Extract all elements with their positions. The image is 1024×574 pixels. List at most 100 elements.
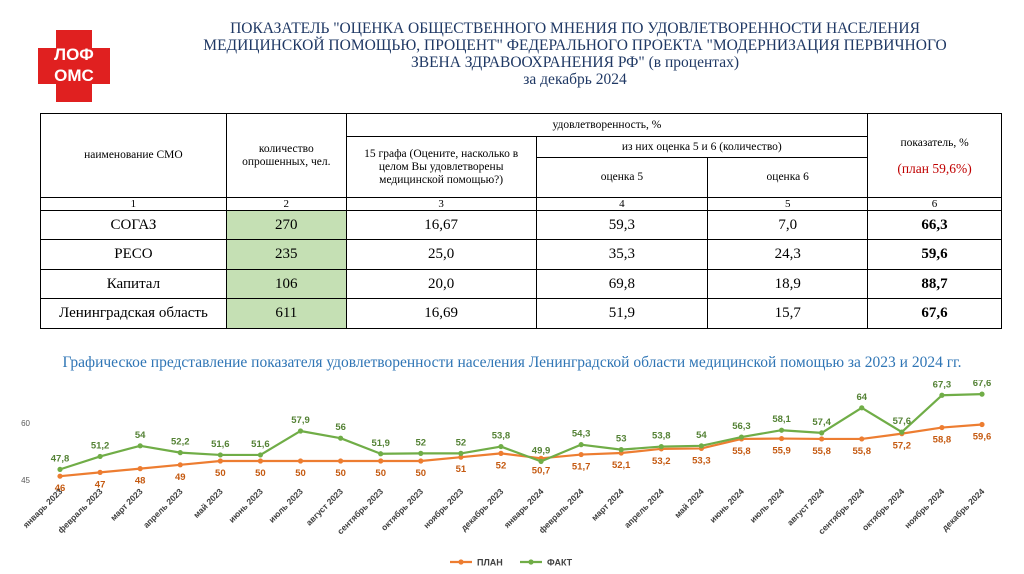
x-tick-label: январь 2023 [21, 486, 65, 530]
x-tick-label: август 2024 [785, 486, 826, 527]
data-label: 54 [696, 430, 707, 441]
data-label: 57,4 [812, 417, 831, 428]
x-tick-label: апрель 2023 [141, 486, 185, 530]
data-label: 53,8 [652, 431, 671, 442]
data-label: 50,7 [532, 465, 551, 476]
data-point [378, 458, 384, 464]
x-tick-label: декабрь 2024 [940, 486, 987, 533]
data-label: 46 [55, 483, 66, 494]
x-tick-label: июнь 2024 [708, 486, 746, 524]
x-tick-label: октябрь 2023 [379, 486, 426, 533]
data-point [899, 429, 905, 435]
data-label: 51,7 [572, 462, 591, 473]
data-label: 53,3 [692, 455, 711, 466]
series-line-fact [59, 393, 983, 471]
data-point [297, 458, 304, 464]
data-label: 52,2 [171, 437, 190, 448]
data-label: 52,1 [612, 460, 631, 471]
title-line-3: ЗВЕНА ЗДРАВООХРАНЕНИЯ РФ" (в процентах) [410, 54, 740, 71]
data-point [778, 427, 785, 433]
table-row: СОГАЗ 270 16,67 59,3 7,0 66,3 [40, 209, 1002, 241]
data-label: 51,9 [371, 438, 390, 449]
table-row: РЕСО 235 25,0 35,3 24,3 59,6 [40, 239, 1002, 270]
data-label: 59,6 [973, 432, 992, 443]
data-label: 54 [135, 430, 146, 441]
cell-count: 611 [225, 298, 347, 329]
data-label: 54,3 [572, 429, 591, 440]
data-point [418, 450, 424, 456]
data-point [57, 466, 63, 472]
column-number: 5 [707, 197, 869, 211]
cell-count: 106 [225, 268, 347, 300]
data-label: 57,2 [893, 441, 912, 452]
data-label: 56 [335, 422, 346, 433]
data-point [177, 462, 183, 468]
data-label: 58,8 [933, 435, 952, 446]
data-point [578, 451, 584, 458]
data-point [498, 450, 504, 456]
data-point [859, 405, 865, 411]
cell-col5: 18,9 [707, 268, 869, 300]
cell-count: 235 [225, 239, 347, 270]
x-tick-label: март 2024 [589, 486, 626, 523]
header-sub56: из них оценка 5 и 6 (количество) [535, 136, 869, 159]
x-tick-label: май 2024 [672, 486, 706, 520]
data-label: 48 [135, 476, 146, 487]
data-point [498, 443, 504, 450]
data-label: 55,9 [772, 446, 791, 457]
data-label: 51,6 [251, 439, 270, 450]
data-point [819, 430, 825, 436]
table-row: Капитал 106 20,0 69,8 18,9 88,7 [40, 268, 1002, 300]
table-row: Ленинградская область 611 16,69 51,9 15,… [40, 298, 1002, 329]
x-tick-label: август 2023 [304, 486, 345, 527]
data-label: 55,8 [812, 446, 831, 457]
data-label: 51,6 [211, 439, 230, 450]
data-point [658, 443, 664, 450]
data-point [578, 442, 584, 448]
data-label: 52 [496, 460, 507, 471]
data-point [939, 392, 945, 398]
cell-col5: 24,3 [707, 239, 869, 270]
data-label: 50 [415, 468, 426, 479]
data-label: 58,1 [772, 414, 791, 425]
data-label: 52 [456, 437, 467, 448]
data-label: 52 [415, 437, 426, 448]
cell-col6: 88,7 [867, 268, 1002, 300]
header-count: количество опрошенных, чел. [225, 112, 347, 199]
column-numbers-row: 1 2 3 4 5 6 [40, 197, 1002, 211]
data-label: 50 [375, 468, 386, 479]
data-point [257, 452, 264, 458]
data-point [177, 450, 183, 456]
x-tick-label: март 2023 [108, 486, 145, 523]
data-point [738, 434, 745, 440]
title-line-4: за декабрь 2024 [523, 71, 627, 88]
cell-col5: 7,0 [707, 209, 869, 241]
data-point [97, 469, 103, 475]
cell-col4: 35,3 [535, 239, 709, 270]
data-point [819, 436, 825, 442]
data-point [57, 473, 63, 479]
data-point [297, 428, 304, 434]
cell-col6: 66,3 [867, 209, 1002, 241]
title-line-1: ПОКАЗАТЕЛЬ "ОЦЕНКА ОБЩЕСТВЕННОГО МНЕНИЯ … [230, 20, 920, 37]
data-label: 55,8 [852, 446, 871, 457]
header-name: наименование СМО [40, 112, 227, 199]
page-title: ПОКАЗАТЕЛЬ "ОЦЕНКА ОБЩЕСТВЕННОГО МНЕНИЯ … [150, 20, 1000, 88]
header-col15: 15 графа (Оцените, насколько в целом Вы … [345, 136, 537, 199]
data-label: 67,3 [933, 380, 952, 390]
cell-col3: 16,67 [345, 209, 537, 241]
column-number: 4 [535, 197, 709, 211]
header-satisfaction: удовлетворенность, % [345, 112, 869, 138]
data-point [458, 454, 464, 460]
header-grade5: оценка 5 [535, 157, 709, 199]
data-point [217, 452, 223, 458]
data-label: 56,3 [732, 421, 751, 432]
x-tick-label: июль 2023 [267, 486, 305, 524]
data-point [338, 458, 344, 464]
chart-title: Графическое представление показателя удо… [62, 354, 962, 371]
legend-marker [528, 559, 534, 565]
data-point [137, 443, 143, 449]
data-point [338, 435, 344, 441]
data-label: 51 [456, 464, 467, 475]
data-label: 57,6 [893, 416, 912, 427]
